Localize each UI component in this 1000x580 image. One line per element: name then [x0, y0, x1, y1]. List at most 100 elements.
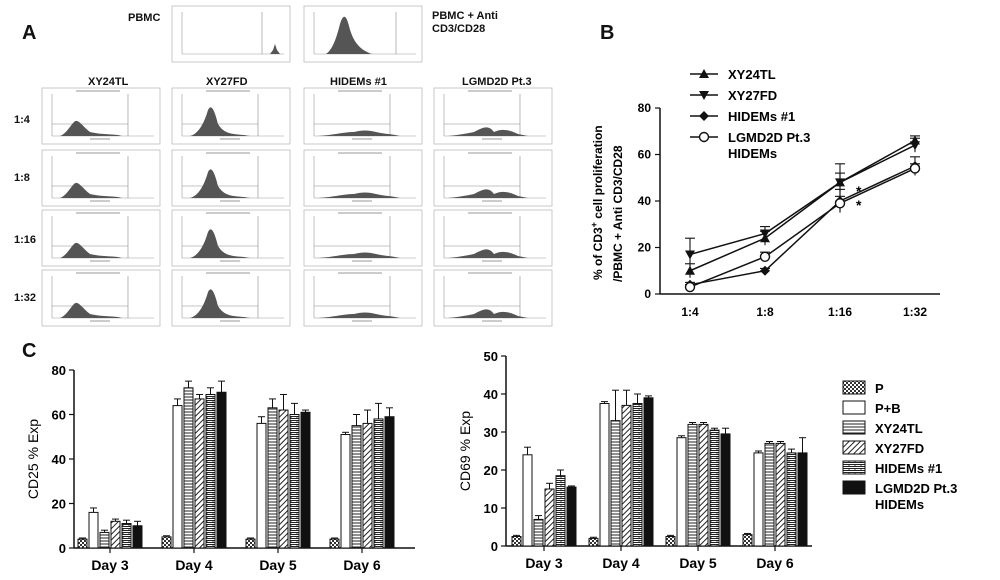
c69-bar: [676, 437, 687, 547]
b-data-point: [685, 250, 695, 260]
b-data-point: [759, 251, 771, 262]
flow-histogram: [303, 149, 423, 207]
b-data-point: [834, 198, 846, 209]
b-x-tick-label: 1:32: [903, 305, 927, 319]
c25-y-axis-label: CD25 % Exp: [25, 419, 41, 499]
c-legend-label: LGMD2D Pt.3: [875, 481, 957, 496]
c69-y-tick-label: 10: [484, 501, 498, 516]
c25-bar: [300, 411, 311, 549]
flow-histogram: [433, 149, 553, 207]
c69-bar: [753, 452, 764, 547]
flow-histogram: [171, 149, 291, 207]
flow-row-label: 1:16: [14, 234, 37, 246]
b-legend-marker: [699, 111, 709, 121]
flow-histogram: [433, 209, 553, 267]
flow-col-label: XY27FD: [206, 76, 248, 88]
c69-bar: [643, 397, 654, 547]
b-legend-marker: [698, 131, 710, 143]
flow-histogram: [433, 269, 553, 327]
c25-x-tick-label: Day 4: [175, 557, 213, 573]
c25-bar: [99, 531, 110, 549]
b-annotation: *: [856, 183, 862, 199]
c69-bar: [698, 423, 709, 547]
c25-bar: [329, 538, 340, 549]
b-legend-marker: [699, 69, 709, 78]
c-legend-swatch: [842, 420, 866, 435]
c25-bar: [362, 422, 373, 549]
b-legend-label: XY27FD: [728, 88, 777, 103]
b-data-point: [760, 229, 770, 239]
b-legend-marker: [699, 91, 709, 100]
c-legend-label: HIDEMs: [875, 497, 924, 512]
b-data-point: [684, 281, 696, 293]
c69-bar: [621, 404, 632, 547]
flow-histogram: [41, 209, 161, 267]
c69-y-tick-label: 40: [484, 387, 498, 402]
flow-row-label: 1:32: [14, 292, 37, 304]
flow-top-label-pbmc: PBMC: [128, 12, 161, 24]
c25-y-tick-label: 20: [52, 497, 66, 512]
flow-histogram: [171, 269, 291, 327]
panel-label-a: A: [22, 22, 37, 44]
c25-bar: [351, 425, 362, 549]
c25-bar: [373, 418, 384, 549]
flow-histogram: [303, 87, 423, 145]
c25-y-tick-label: 0: [59, 541, 66, 556]
c69-x-tick-label: Day 4: [602, 555, 640, 571]
c25-bar: [121, 523, 132, 549]
c69-bar: [665, 536, 676, 547]
c25-bar: [183, 387, 194, 549]
c25-x-tick-label: Day 5: [259, 557, 297, 573]
c25-bar: [172, 405, 183, 549]
panel-label-b: B: [600, 22, 615, 44]
c69-x-tick-label: Day 6: [756, 555, 794, 571]
c69-bar: [742, 534, 753, 547]
flow-plot-pbmc: [171, 5, 291, 63]
c-legend-swatch: [842, 480, 866, 495]
c69-bar: [764, 442, 775, 547]
flow-row-label: 1:4: [14, 114, 30, 126]
b-series-line: [689, 139, 916, 272]
c-legend-swatch: [842, 460, 866, 475]
flow-col-label: LGMD2D Pt.3: [462, 76, 532, 88]
c69-y-tick-label: 50: [484, 349, 498, 364]
b-data-point: [760, 265, 770, 276]
c69-bar: [522, 454, 533, 547]
b-series-line: [689, 144, 916, 256]
c25-bar: [77, 538, 88, 549]
c25-bar: [384, 416, 395, 549]
c25-x-tick-label: Day 6: [343, 557, 381, 573]
c69-y-axis-label: CD69 % Exp: [457, 411, 473, 491]
flow-histogram: [171, 209, 291, 267]
flow-histogram: [41, 269, 161, 327]
flow-col-label: XY24TL: [88, 76, 129, 88]
c69-x-tick-label: Day 5: [679, 555, 717, 571]
b-legend-label: HIDEMs #1: [728, 109, 795, 124]
b-x-tick-label: 1:16: [828, 305, 852, 319]
c69-bar: [687, 423, 698, 547]
c25-bar: [245, 538, 256, 549]
c25-bar: [256, 422, 267, 549]
b-y-tick-label: 0: [644, 287, 651, 301]
c-legend-label: XY27FD: [875, 441, 924, 456]
c25-bar: [194, 398, 205, 549]
c25-bar: [88, 511, 99, 549]
b-legend-label: LGMD2D Pt.3: [728, 130, 810, 145]
flow-histogram: [303, 209, 423, 267]
b-y-tick-label: 40: [638, 194, 652, 208]
b-y-tick-label: 80: [638, 101, 652, 115]
c25-bar: [289, 414, 300, 549]
c69-bar: [544, 488, 555, 547]
c69-bar: [610, 420, 621, 547]
b-legend-label: XY24TL: [728, 67, 776, 82]
c69-bar: [786, 452, 797, 547]
b-legend-label: HIDEMs: [728, 146, 777, 161]
c25-bar: [110, 520, 121, 549]
b-x-tick-label: 1:8: [756, 305, 774, 319]
b-series-line: [689, 165, 916, 286]
c-legend-swatch: [842, 440, 866, 455]
flow-histogram-grid: [41, 5, 553, 327]
c25-y-tick-label: 40: [52, 452, 66, 467]
c25-bar: [216, 391, 227, 549]
c69-bar: [533, 518, 544, 547]
